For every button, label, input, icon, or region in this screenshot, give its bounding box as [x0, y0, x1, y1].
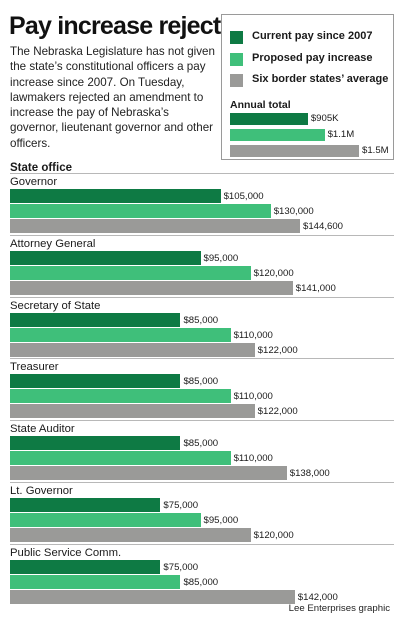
value-label-attorney-general-border-average: $141,000 — [295, 282, 336, 294]
bar-secretary-of-state-proposed — [10, 327, 231, 342]
category-label-lt-governor: Lt. Governor — [10, 485, 73, 497]
bar-lt-governor-proposed — [10, 513, 201, 527]
bar-public-service-comm-border-average — [10, 589, 295, 604]
credit-line: Lee Enterprises graphic — [288, 603, 390, 614]
category-label-secretary-of-state: Secretary of State — [10, 299, 101, 312]
bar-state-auditor-border-average — [10, 466, 287, 481]
bar-attorney-general-border-average — [10, 280, 293, 295]
bar-state-auditor-proposed — [10, 451, 231, 466]
legend-swatch-border-average — [230, 74, 243, 87]
category-label-governor: Governor — [10, 176, 58, 188]
category-divider — [10, 358, 394, 360]
bar-governor-proposed — [10, 204, 271, 218]
bar-governor-border-average — [10, 219, 300, 233]
value-label-lt-governor-current: $75,000 — [163, 500, 199, 511]
category-divider — [10, 420, 394, 422]
value-label-treasurer-proposed: $110,000 — [233, 391, 273, 403]
value-label-public-service-comm-border-average: $142,000 — [297, 591, 338, 603]
legend-label-border-average: Six border states’ average — [252, 73, 389, 85]
bar-treasurer-current — [10, 374, 181, 389]
category-divider — [10, 173, 394, 174]
bar-lt-governor-current — [10, 498, 161, 512]
value-label-secretary-of-state-current: $85,000 — [183, 314, 219, 326]
annual-total-title: Annual total — [230, 99, 291, 111]
value-label-lt-governor-proposed: $95,000 — [203, 515, 239, 526]
category-divider — [10, 482, 394, 483]
bar-secretary-of-state-border-average — [10, 342, 255, 357]
state-office-header: State office — [10, 162, 72, 174]
value-label-state-auditor-border-average: $138,000 — [289, 468, 330, 480]
legend-box: Current pay since 2007 Proposed pay incr… — [221, 14, 394, 160]
value-label-secretary-of-state-proposed: $110,000 — [233, 329, 273, 341]
annual-bar-proposed — [230, 129, 325, 141]
intro-text: The Nebraska Legislature has not given t… — [10, 45, 215, 150]
legend-swatch-current — [230, 31, 243, 44]
annual-value-border-average: $1.5M — [362, 145, 389, 156]
bar-lt-governor-border-average — [10, 528, 251, 542]
annual-bar-border-average — [230, 145, 359, 157]
category-label-treasurer: Treasurer — [10, 361, 59, 374]
value-label-secretary-of-state-border-average: $122,000 — [257, 344, 298, 356]
value-label-governor-border-average: $144,600 — [303, 221, 344, 232]
category-divider — [10, 234, 394, 236]
annual-bar-current — [230, 113, 308, 125]
value-label-public-service-comm-current: $75,000 — [163, 561, 199, 573]
bar-treasurer-proposed — [10, 389, 231, 404]
value-label-attorney-general-proposed: $120,000 — [253, 267, 294, 279]
value-label-public-service-comm-proposed: $85,000 — [183, 576, 219, 588]
annual-value-proposed: $1.1M — [327, 129, 355, 140]
annual-value-current: $905K — [310, 113, 339, 124]
bar-public-service-comm-proposed — [10, 574, 181, 589]
value-label-governor-proposed: $130,000 — [273, 206, 314, 217]
value-label-treasurer-border-average: $122,000 — [257, 406, 298, 418]
legend-label-proposed: Proposed pay increase — [252, 52, 373, 64]
chart-title: Pay increase rejected — [9, 12, 249, 40]
bar-treasurer-border-average — [10, 404, 255, 419]
category-label-attorney-general: Attorney General — [10, 237, 96, 250]
bar-governor-current — [10, 189, 221, 203]
legend-swatch-proposed — [230, 53, 243, 66]
bar-secretary-of-state-current — [10, 312, 181, 327]
category-divider — [10, 543, 394, 545]
value-label-attorney-general-current: $95,000 — [203, 252, 239, 264]
value-label-treasurer-current: $85,000 — [183, 376, 219, 388]
legend-label-current: Current pay since 2007 — [252, 30, 373, 42]
bar-attorney-general-current — [10, 250, 201, 265]
value-label-lt-governor-border-average: $120,000 — [253, 530, 294, 541]
bar-public-service-comm-current — [10, 559, 161, 574]
bar-attorney-general-proposed — [10, 265, 251, 280]
category-divider — [10, 296, 394, 298]
value-label-state-auditor-proposed: $110,000 — [233, 453, 273, 465]
value-label-governor-current: $105,000 — [223, 191, 264, 202]
bar-state-auditor-current — [10, 436, 181, 451]
category-label-public-service-comm: Public Service Comm. — [10, 546, 122, 559]
category-label-state-auditor: State Auditor — [10, 423, 75, 436]
value-label-state-auditor-current: $85,000 — [183, 438, 219, 450]
